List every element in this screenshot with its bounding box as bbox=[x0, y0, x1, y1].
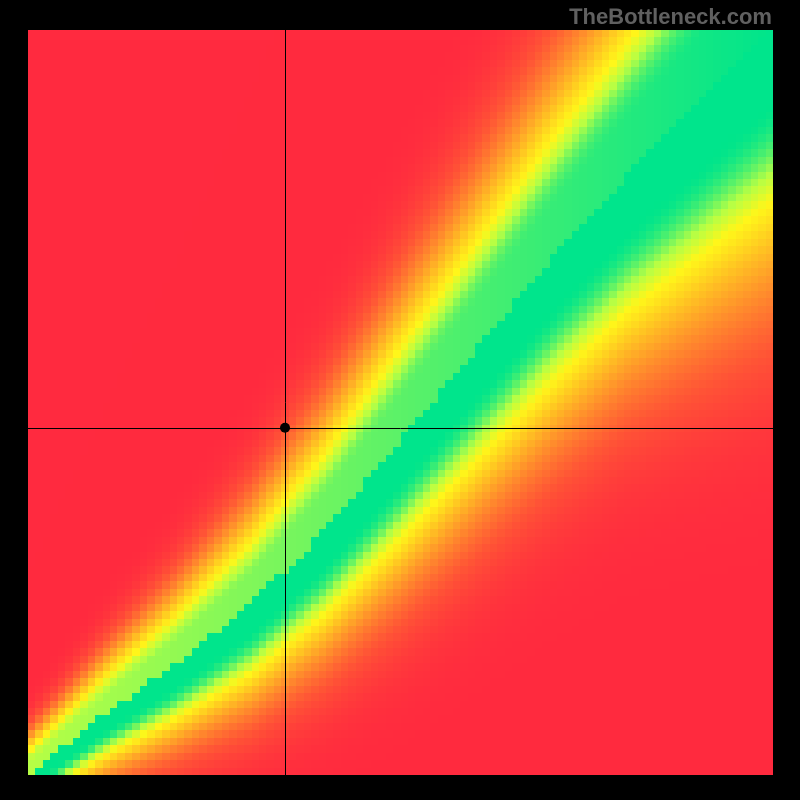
chart-container: { "attribution": { "text": "TheBottlenec… bbox=[0, 0, 800, 800]
attribution-text: TheBottleneck.com bbox=[569, 4, 772, 30]
bottleneck-heatmap bbox=[28, 30, 773, 775]
